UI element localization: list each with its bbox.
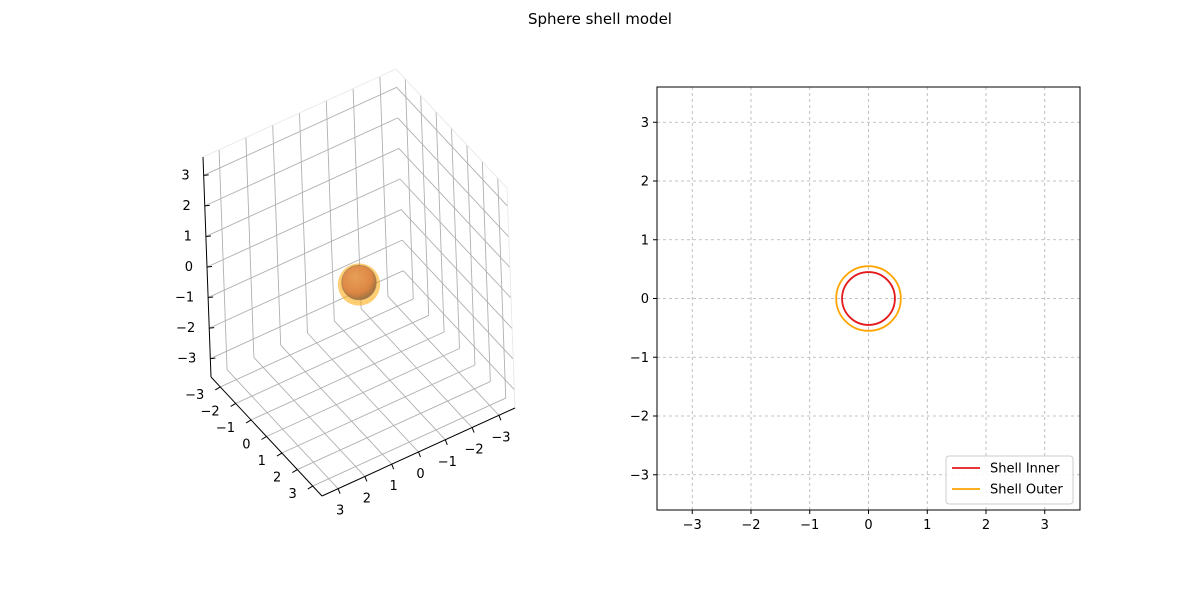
axes-2d: −3 −2 −1 0 1 2 3 3 2 1 0 −1 −2 −3 Shell Inner Shell Out…: [630, 86, 1081, 533]
grid-wall-y-vert: [466, 145, 476, 366]
y-tick-label: 1: [390, 479, 398, 494]
grid-wall-y-horiz: [396, 87, 508, 207]
y-tick-label: −3: [630, 468, 649, 483]
z-tick: [206, 266, 213, 268]
legend-label: Shell Outer: [990, 483, 1063, 498]
grid-wall-y-vert: [497, 178, 507, 399]
grid-wall-y-horiz: [398, 148, 511, 268]
y-tick-label: 3: [641, 116, 649, 131]
grid-floor-x: [297, 381, 491, 470]
grid-wall-y-horiz: [399, 178, 512, 299]
pane-edge: [395, 68, 508, 189]
y-tick-label: −3: [491, 430, 510, 445]
grid-wall-x-horiz: [204, 117, 398, 207]
y-tick-label: −2: [465, 443, 484, 458]
pane-edge: [202, 68, 397, 158]
grid-floor-y: [307, 332, 419, 453]
grid-floor-y: [333, 320, 446, 441]
grid-wall-x-vert: [325, 100, 335, 321]
x-tick-label: 2: [273, 471, 281, 486]
z-tick-label: −1: [175, 291, 194, 306]
x-tick-label: −3: [683, 518, 702, 533]
z-tick-label: 1: [184, 229, 192, 244]
legend: Shell Inner Shell Outer: [945, 455, 1074, 505]
x-tick-label: 2: [982, 518, 990, 533]
y-tick: [391, 464, 395, 470]
y-tick-label: 2: [363, 491, 371, 506]
x-tick: [230, 403, 236, 407]
grid-wall-x-horiz: [205, 148, 400, 237]
z-tick: [210, 357, 216, 360]
z-tick-label: −2: [176, 321, 195, 336]
x-tick-label: −3: [185, 388, 204, 403]
y-tick: [337, 488, 341, 494]
x-tick-label: 3: [1041, 518, 1049, 533]
y-tick: [471, 427, 475, 433]
z-tick-label: 3: [181, 168, 189, 183]
x-tick-label: 1: [258, 454, 266, 469]
y-tick: [498, 415, 502, 421]
grid-wall-y-vert: [481, 161, 491, 382]
z-tick-label: 2: [182, 199, 190, 214]
sphere-inner: [341, 264, 377, 301]
series-shell-inner: [841, 271, 896, 326]
z-tick: [203, 174, 209, 176]
y-tick-label: 0: [641, 292, 649, 307]
grid-floor-x: [281, 364, 476, 454]
x-tick-label: 3: [288, 487, 296, 502]
grid-floor-y: [387, 296, 500, 416]
x-tick: [307, 485, 314, 490]
y-tick: [418, 451, 421, 458]
x-tick: [214, 386, 221, 391]
grid-floor-y: [360, 308, 473, 428]
grid-wall-y-horiz: [397, 117, 510, 238]
x-tick-label: −2: [200, 404, 219, 419]
legend-label: Shell Inner: [990, 462, 1060, 477]
y-tick-label: 1: [641, 233, 649, 248]
x-tick: [245, 419, 252, 424]
grid-wall-x-vert: [379, 76, 389, 297]
z-tick-label: −3: [177, 352, 196, 367]
y-tick-label: −1: [630, 351, 649, 366]
y-tick-label: 3: [336, 504, 344, 519]
x-tick-label: −2: [741, 518, 760, 533]
z-tick: [209, 327, 215, 329]
x-tick-label: −1: [800, 518, 819, 533]
x-tick-label: 0: [242, 438, 250, 453]
grid-wall-x-horiz: [203, 86, 397, 176]
axes-frame: [656, 86, 1081, 511]
x-tick-label: 0: [864, 518, 872, 533]
y-tick-label: 0: [416, 467, 424, 482]
x-tick: [292, 469, 298, 473]
y-tick: [444, 439, 448, 445]
z-tick: [208, 296, 214, 299]
z-tick-label: 0: [185, 260, 193, 275]
z-tick: [205, 235, 211, 237]
x-tick-label: −1: [216, 421, 235, 436]
pane-edge: [506, 187, 516, 409]
y-tick-label: 2: [641, 175, 649, 190]
grid-floor-x: [312, 397, 506, 487]
y-tick-label: −2: [630, 410, 649, 425]
x-tick: [261, 436, 267, 440]
x-tick-label: 1: [923, 518, 931, 533]
grid-wall-x-horiz: [206, 178, 401, 268]
z-tick: [204, 204, 210, 207]
y-tick: [364, 476, 368, 482]
x-tick: [276, 452, 283, 457]
y-tick-label: −1: [438, 455, 457, 470]
figure-title: Sphere shell model: [528, 10, 672, 28]
series-shell-outer: [835, 265, 902, 332]
